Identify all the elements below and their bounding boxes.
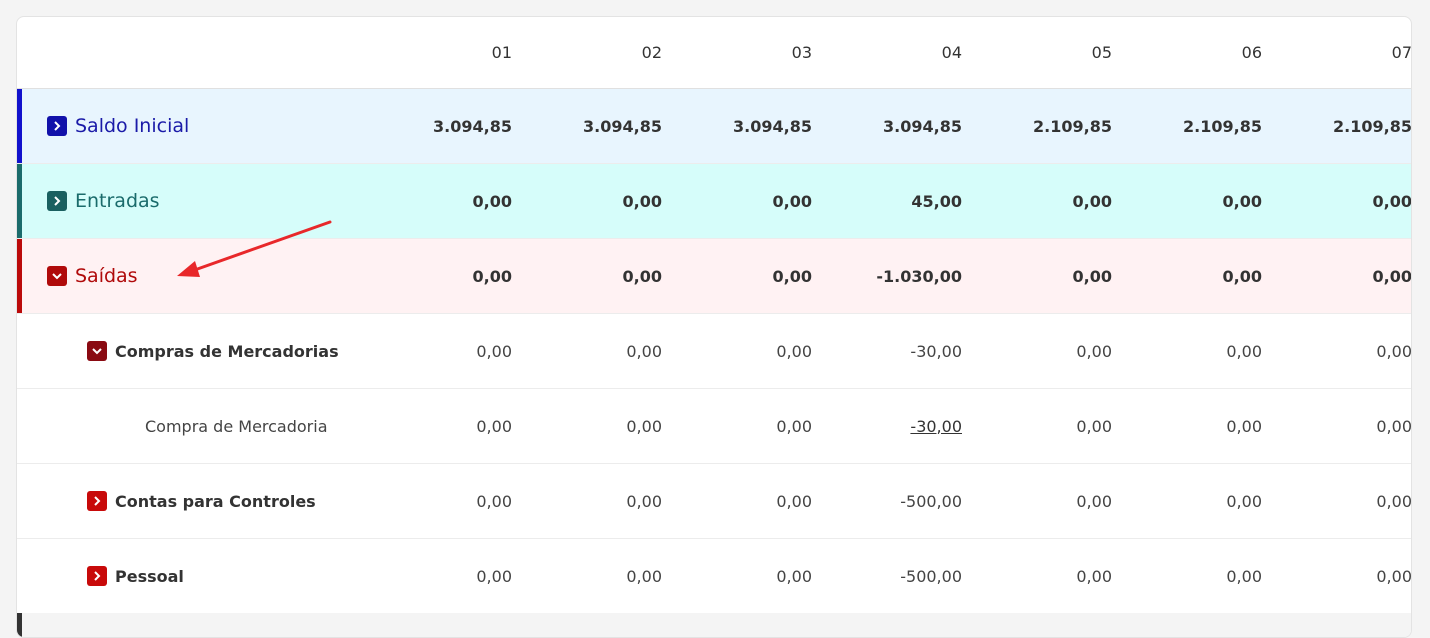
value-cell: 2.109,85 <box>1183 116 1262 136</box>
chevron-down-icon[interactable] <box>87 341 107 361</box>
chevron-right-icon[interactable] <box>47 191 67 211</box>
value-cell: 0,00 <box>622 266 662 286</box>
value-cell: 0,00 <box>776 341 812 361</box>
column-header-03: 03 <box>791 43 812 62</box>
row-label: Compra de Mercadoria <box>145 389 328 463</box>
value-cell: 0,00 <box>1072 266 1112 286</box>
value-cell: 2.109,85 <box>1033 116 1112 136</box>
value-cell: 0,00 <box>772 266 812 286</box>
value-cell: 0,00 <box>1376 416 1412 436</box>
row-label[interactable]: Pessoal <box>87 539 184 613</box>
value-cell: 0,00 <box>776 566 812 586</box>
value-cell: 0,00 <box>776 416 812 436</box>
value-cell: 0,00 <box>1226 566 1262 586</box>
column-header-02: 02 <box>641 43 662 62</box>
column-header-05: 05 <box>1091 43 1112 62</box>
row-accent <box>17 613 22 637</box>
column-header-04: 04 <box>941 43 962 62</box>
value-cell: 0,00 <box>1372 191 1412 211</box>
value-cell: 0,00 <box>1372 266 1412 286</box>
value-cell: 0,00 <box>1226 416 1262 436</box>
value-cell: 0,00 <box>1076 416 1112 436</box>
column-header-01: 01 <box>491 43 512 62</box>
row-label[interactable]: Saldo Inicial <box>47 89 189 163</box>
value-cell: 0,00 <box>1226 491 1262 511</box>
value-cell: -500,00 <box>900 491 962 511</box>
row-label-text: Contas para Controles <box>115 491 316 511</box>
value-cell: 45,00 <box>911 191 962 211</box>
value-cell: 0,00 <box>622 191 662 211</box>
value-cell[interactable]: -30,00 <box>822 389 962 463</box>
value-cell: 0,00 <box>1076 341 1112 361</box>
table-row-saidas: Saídas 0,00 0,00 0,00 -1.030,00 0,00 0,0… <box>17 239 1411 314</box>
value-cell: 0,00 <box>1376 491 1412 511</box>
value-cell: 3.094,85 <box>883 116 962 136</box>
value-cell: 0,00 <box>626 566 662 586</box>
row-label-text: Compras de Mercadorias <box>115 341 339 361</box>
row-label-text: Saldo Inicial <box>75 115 190 137</box>
next-row-partial <box>17 613 1411 637</box>
value-cell: 0,00 <box>626 416 662 436</box>
table-row-contas-para-controles: Contas para Controles 0,00 0,00 0,00 -50… <box>17 464 1411 539</box>
value-cell: -30,00 <box>910 341 962 361</box>
row-label[interactable]: Contas para Controles <box>87 464 316 538</box>
chevron-right-icon[interactable] <box>87 566 107 586</box>
value-cell: 0,00 <box>476 341 512 361</box>
chevron-right-icon[interactable] <box>87 491 107 511</box>
value-cell: 0,00 <box>476 491 512 511</box>
row-label[interactable]: Compras de Mercadorias <box>87 314 339 388</box>
value-cell: -1.030,00 <box>876 266 962 286</box>
value-cell: 0,00 <box>1072 191 1112 211</box>
row-label-text: Pessoal <box>115 566 184 586</box>
value-cell: 3.094,85 <box>433 116 512 136</box>
table-row-saldo-inicial: Saldo Inicial 3.094,85 3.094,85 3.094,85… <box>17 89 1411 164</box>
value-cell: 0,00 <box>1222 191 1262 211</box>
value-cell: 0,00 <box>472 266 512 286</box>
row-label[interactable]: Entradas <box>47 164 160 238</box>
table-row-compras-de-mercadorias: Compras de Mercadorias 0,00 0,00 0,00 -3… <box>17 314 1411 389</box>
column-header-07: 07 <box>1391 43 1412 62</box>
value-cell: 2.109,85 <box>1333 116 1412 136</box>
column-header-06: 06 <box>1241 43 1262 62</box>
value-cell: 0,00 <box>476 416 512 436</box>
row-label-text: Entradas <box>75 190 160 212</box>
value-cell: 0,00 <box>1376 566 1412 586</box>
value-cell: 0,00 <box>772 191 812 211</box>
table-row-entradas: Entradas 0,00 0,00 0,00 45,00 0,00 0,00 … <box>17 164 1411 239</box>
value-cell: 0,00 <box>1222 266 1262 286</box>
value-cell: 3.094,85 <box>733 116 812 136</box>
value-cell: 0,00 <box>1076 566 1112 586</box>
table-row-compra-de-mercadoria: Compra de Mercadoria 0,00 0,00 0,00 -30,… <box>17 389 1411 464</box>
row-accent <box>17 164 22 238</box>
row-label[interactable]: Saídas <box>47 239 138 313</box>
value-cell: -500,00 <box>900 566 962 586</box>
value-cell: 0,00 <box>1076 491 1112 511</box>
table-row-pessoal: Pessoal 0,00 0,00 0,00 -500,00 0,00 0,00… <box>17 539 1411 614</box>
value-cell: 0,00 <box>472 191 512 211</box>
chevron-right-icon[interactable] <box>47 116 67 136</box>
value-cell: 0,00 <box>476 566 512 586</box>
row-label-text: Compra de Mercadoria <box>145 416 328 436</box>
row-accent <box>17 239 22 313</box>
value-cell: 0,00 <box>776 491 812 511</box>
value-cell: 3.094,85 <box>583 116 662 136</box>
chevron-down-icon[interactable] <box>47 266 67 286</box>
cash-flow-table: 01 02 03 04 05 06 07 Saldo Inicial 3.094… <box>16 16 1412 638</box>
value-cell: 0,00 <box>1376 341 1412 361</box>
value-cell: 0,00 <box>626 341 662 361</box>
value-link[interactable]: -30,00 <box>910 416 962 436</box>
table-header: 01 02 03 04 05 06 07 <box>17 17 1411 89</box>
value-cell: 0,00 <box>1226 341 1262 361</box>
row-label-text: Saídas <box>75 265 138 287</box>
value-cell: 0,00 <box>626 491 662 511</box>
row-accent <box>17 89 22 163</box>
